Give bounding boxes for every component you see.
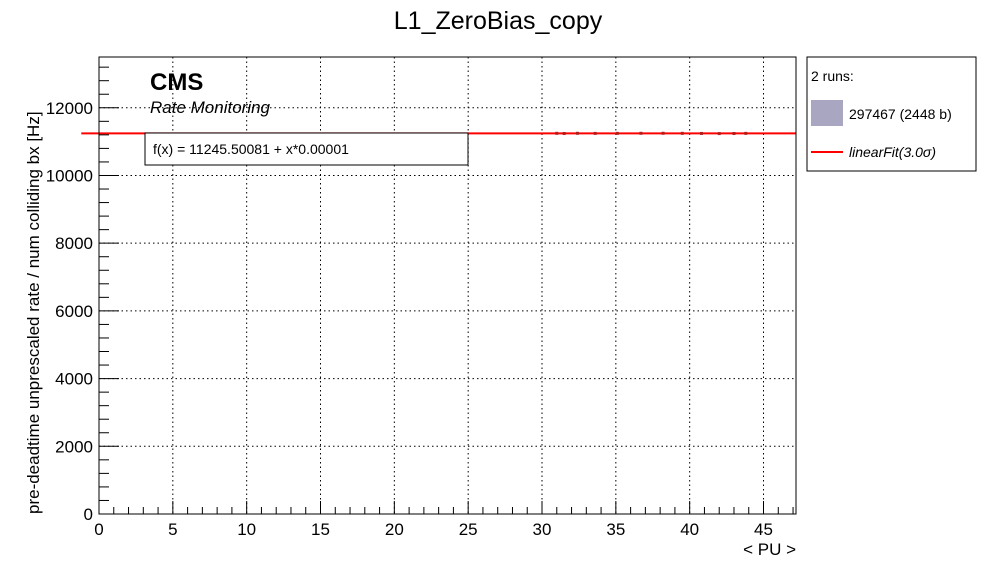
rate-monitoring-label: Rate Monitoring xyxy=(150,98,271,117)
x-tick-label: 10 xyxy=(237,520,256,539)
y-axis: 0 2000 4000 6000 8000 10000 12000 xyxy=(46,66,119,524)
legend-swatch-run xyxy=(811,100,843,126)
x-tick-label: 15 xyxy=(311,520,330,539)
y-tick-label: 8000 xyxy=(55,234,93,253)
x-tick-label: 35 xyxy=(606,520,625,539)
x-tick-label: 20 xyxy=(385,520,404,539)
legend-entry-run: 297467 (2448 b) xyxy=(849,106,952,122)
plot-frame xyxy=(98,56,797,515)
x-tick-label: 0 xyxy=(94,520,103,539)
x-tick-label: 30 xyxy=(533,520,552,539)
x-tick-label: 5 xyxy=(168,520,177,539)
data-point xyxy=(639,131,643,135)
x-tick-label: 45 xyxy=(754,520,773,539)
fit-formula: f(x) = 11245.50081 + x*0.00001 xyxy=(153,141,349,157)
data-points xyxy=(555,131,748,136)
y-tick-label: 6000 xyxy=(55,302,93,321)
data-point xyxy=(717,132,721,136)
y-tick-label: 10000 xyxy=(46,166,93,185)
y-tick-label: 4000 xyxy=(55,370,93,389)
cms-label: CMS xyxy=(150,69,203,96)
y-tick-label: 2000 xyxy=(55,437,93,456)
x-tick-label: 25 xyxy=(459,520,478,539)
data-point xyxy=(680,131,684,135)
data-point xyxy=(593,131,597,135)
x-axis: 0 5 10 15 20 25 30 35 40 45 xyxy=(94,501,794,539)
data-point xyxy=(732,132,736,136)
x-axis-label: < PU > xyxy=(743,540,796,559)
legend-entry-fit: linearFit(3.0σ) xyxy=(849,144,936,160)
data-point xyxy=(615,131,619,135)
legend-header: 2 runs: xyxy=(811,68,854,84)
data-point xyxy=(699,131,703,135)
x-tick-label: 40 xyxy=(680,520,699,539)
grid xyxy=(99,57,796,514)
y-tick-label: 12000 xyxy=(46,99,93,118)
data-point xyxy=(555,131,559,135)
y-tick-label: 0 xyxy=(84,505,93,524)
chart-title: L1_ZeroBias_copy xyxy=(394,7,603,35)
data-point xyxy=(661,131,665,135)
data-point xyxy=(575,131,579,135)
y-axis-label: pre-deadtime unprescaled rate / num coll… xyxy=(24,111,43,514)
fit-formula-box xyxy=(144,132,469,166)
data-point xyxy=(744,131,748,135)
data-point xyxy=(562,132,566,136)
